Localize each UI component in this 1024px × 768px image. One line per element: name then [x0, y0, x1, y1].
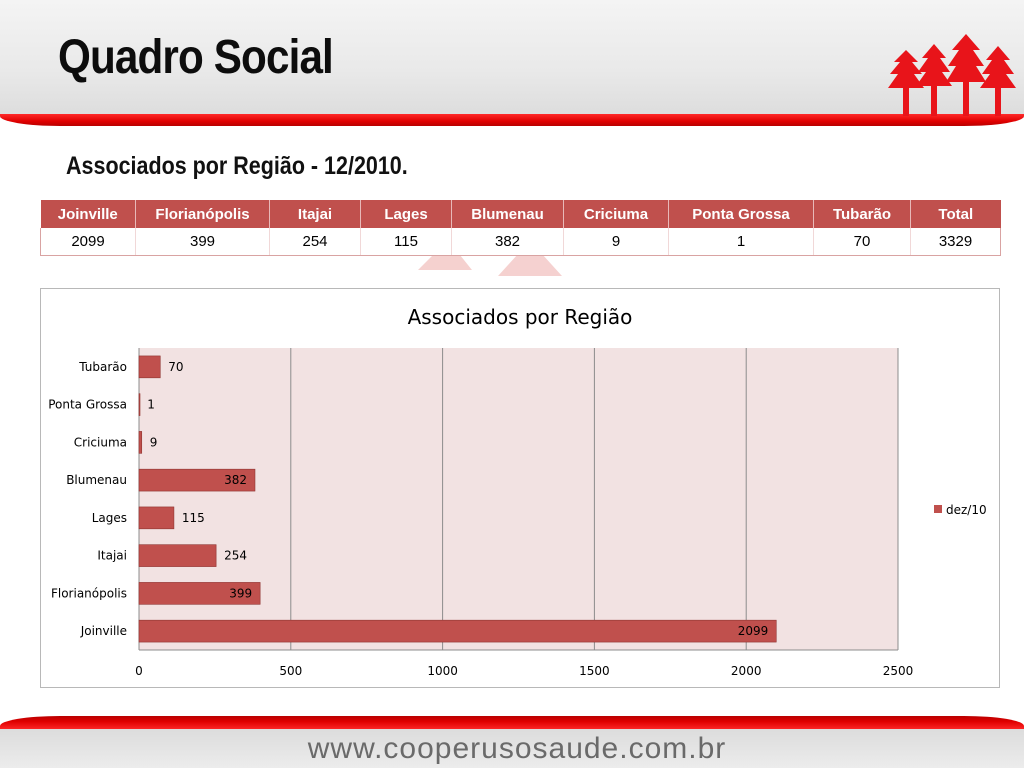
table-header-cell: Florianópolis: [135, 200, 270, 228]
table-header-cell: Total: [910, 200, 1001, 228]
header-red-stripe: [0, 114, 1024, 126]
y-tick-label: Blumenau: [66, 473, 127, 487]
trees-logo-icon: [888, 34, 1016, 116]
x-tick-label: 1500: [579, 664, 610, 678]
table-cell: 2099: [40, 228, 136, 256]
bar: [138, 468, 256, 492]
y-tick-label: Joinville: [80, 624, 127, 638]
bar: [138, 544, 217, 567]
data-label: 382: [224, 473, 247, 487]
region-table: Joinville Florianópolis Itajai Lages Blu…: [40, 200, 1001, 256]
bar: [138, 431, 143, 454]
header-band: [0, 0, 1024, 118]
y-tick-label: Itajai: [97, 549, 127, 563]
table-header-cell: Blumenau: [451, 200, 564, 228]
chart-title: Associados por Região: [408, 305, 633, 329]
footer-url: www.cooperusosaude.com.br: [307, 732, 727, 765]
table-cell: 3329: [910, 228, 1001, 256]
table-cell: 382: [451, 228, 564, 256]
table-cell: 9: [563, 228, 669, 256]
data-label: 399: [229, 586, 252, 600]
bar-chart-svg: Associados por Região 0 500 1000 1500 2000 250…: [48, 305, 987, 678]
bar: [138, 355, 161, 379]
legend-swatch: [934, 505, 942, 513]
y-tick-label: Florianópolis: [51, 586, 127, 600]
table-cell: 254: [269, 228, 361, 256]
table-header-cell: Tubarão: [813, 200, 911, 228]
footer-band: [0, 729, 1024, 768]
bar: [138, 582, 261, 605]
x-tick-label: 2000: [731, 664, 762, 678]
table-header-cell: Itajai: [269, 200, 361, 228]
plot-area: [139, 348, 898, 650]
table-header-cell: Ponta Grossa: [668, 200, 814, 228]
x-tick-label: 2500: [883, 664, 914, 678]
data-label: 254: [224, 549, 247, 563]
table-header-row: Joinville Florianópolis Itajai Lages Blu…: [40, 200, 1001, 228]
table-cell: 1: [668, 228, 814, 256]
chart-subtitle: Associados por Região - 12/2010.: [66, 152, 408, 180]
y-tick-label: Criciuma: [74, 435, 127, 449]
table-cell: 70: [813, 228, 911, 256]
table-cell: 399: [135, 228, 270, 256]
y-tick-label: Tubarão: [78, 360, 127, 374]
data-label: 70: [168, 360, 183, 374]
bar: [138, 619, 777, 643]
y-tick-label: Ponta Grossa: [48, 398, 127, 412]
data-label: 115: [182, 511, 205, 525]
data-label: 9: [150, 435, 158, 449]
table-header-cell: Lages: [360, 200, 452, 228]
bar: [138, 393, 141, 416]
table-header-cell: Criciuma: [563, 200, 669, 228]
x-tick-label: 1000: [427, 664, 458, 678]
x-tick-label: 500: [279, 664, 302, 678]
table-row: 2099 399 254 115 382 9 1 70 3329: [40, 228, 1001, 256]
bar: [138, 506, 175, 530]
data-label: 1: [147, 398, 155, 412]
x-tick-label: 0: [135, 664, 143, 678]
table-cell: 115: [360, 228, 452, 256]
bar-chart: Associados por Região 0 500 1000 1500 2000 250…: [40, 288, 1000, 688]
data-label: 2099: [738, 624, 769, 638]
legend-label: dez/10: [946, 503, 987, 517]
y-tick-label: Lages: [92, 511, 127, 525]
footer-red-stripe: [0, 716, 1024, 730]
page-title: Quadro Social: [58, 31, 334, 84]
table-header-cell: Joinville: [40, 200, 136, 228]
